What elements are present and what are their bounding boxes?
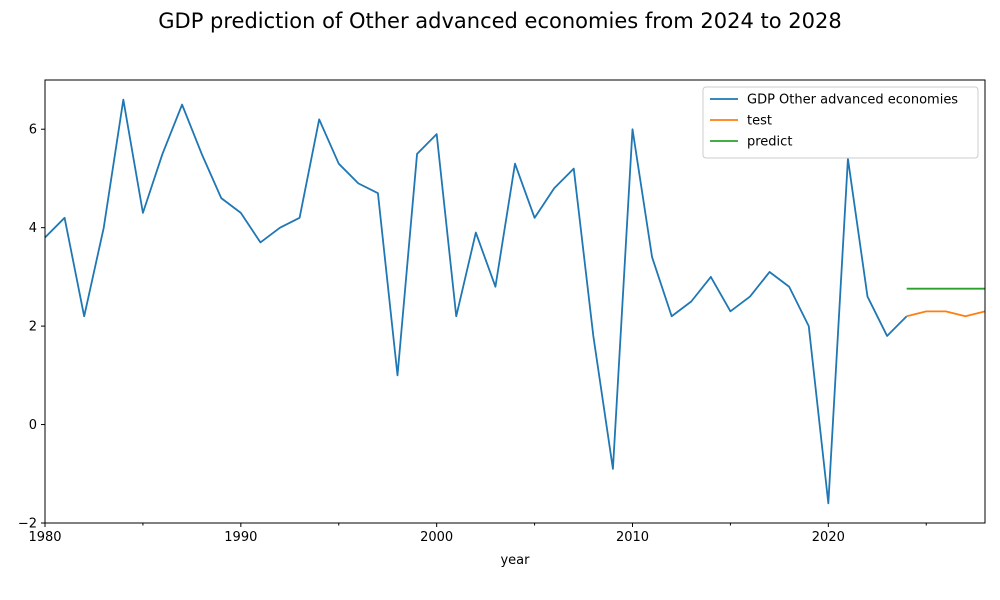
- y-tick-label: 2: [29, 320, 37, 335]
- x-tick-label: 1980: [28, 530, 61, 545]
- series-line-0: [44, 98, 908, 505]
- y-tick-label: 0: [29, 418, 37, 433]
- y-tick-label: −2: [18, 517, 37, 532]
- y-tick-label: 4: [29, 221, 37, 236]
- legend-label: test: [747, 114, 772, 129]
- x-axis-label: year: [500, 553, 530, 568]
- series-line-1: [906, 310, 986, 318]
- x-tick-label: 2000: [420, 530, 453, 545]
- x-tick-label: 1990: [224, 530, 257, 545]
- legend-label: predict: [747, 135, 792, 150]
- legend-box: [702, 86, 979, 159]
- y-tick-label: 6: [29, 123, 37, 138]
- x-tick-label: 2020: [812, 530, 845, 545]
- axis-ticks: 1980 1990 2000 2010 2020 −2 0 2 4 6: [18, 123, 927, 545]
- plot-frame: [44, 79, 986, 524]
- plot-area: [44, 98, 986, 505]
- chart-title: GDP prediction of Other advanced economi…: [158, 9, 841, 33]
- legend-label: GDP Other advanced economies: [747, 93, 958, 108]
- x-tick-label: 2010: [616, 530, 649, 545]
- legend: GDP Other advanced economies test predict: [702, 86, 979, 159]
